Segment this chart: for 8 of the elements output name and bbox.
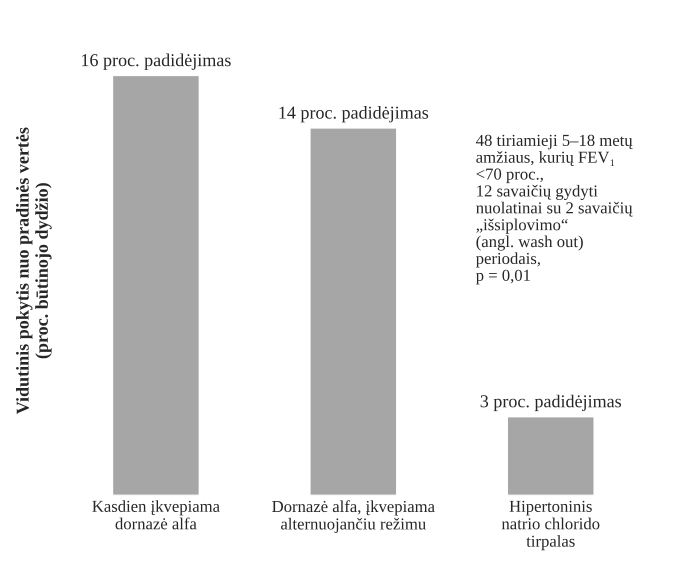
y-axis-title: Vidutinis pokytis nuo pradinės vertės (proc. būtinojo dydžio) — [16, 128, 52, 414]
data-label: 14 proc. padidėjimas — [279, 106, 428, 122]
data-label: 16 proc. padidėjimas — [82, 54, 231, 70]
text: 48 tiriamieji 5–18 metų amžiaus, kurių FEV₁ <70 proc., 12 savaičių gydyti nuolatinai su 2 savaičių „išsiplovimo“ (angl. wash out) periodais, p = 0,01 — [476, 134, 633, 284]
x-tick-label: Dornazė alfa, įkvepiama alternuojančiu režimu — [272, 500, 435, 533]
x-tick-label: Hipertoninis natrio chlorido tirpalas — [502, 500, 600, 550]
data-label: 3 proc. padidėjimas — [480, 394, 622, 412]
x-tick-label: Kasdien įkvepiama dornazė alfa — [92, 500, 220, 530]
